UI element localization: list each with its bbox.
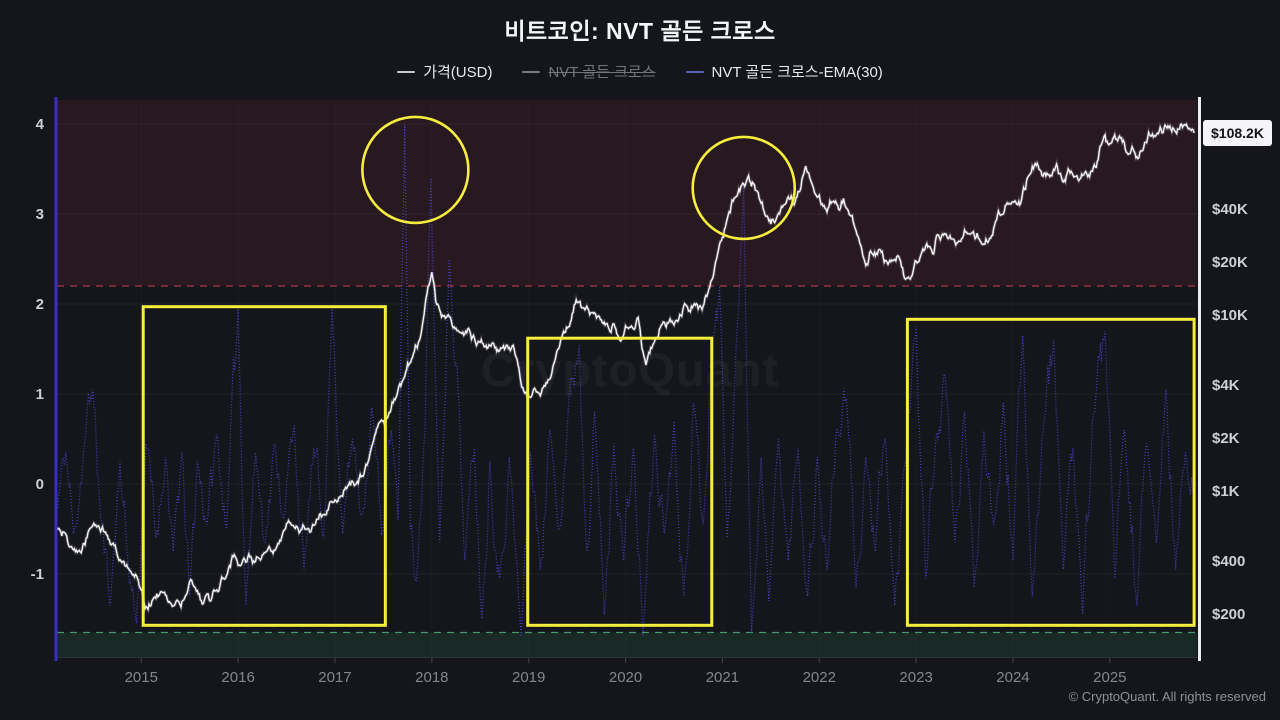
svg-text:$400: $400 — [1212, 553, 1245, 570]
svg-text:-1: -1 — [31, 566, 44, 583]
svg-text:2020: 2020 — [609, 669, 642, 686]
svg-text:2024: 2024 — [996, 669, 1029, 686]
svg-text:0: 0 — [36, 476, 44, 493]
svg-text:3: 3 — [36, 206, 44, 223]
legend-item-price[interactable]: 가격(USD) — [397, 61, 492, 82]
svg-text:$40K: $40K — [1212, 201, 1248, 218]
legend-label: NVT 골든 크로스-EMA(30) — [711, 64, 883, 81]
legend-label: 가격(USD) — [423, 64, 493, 81]
svg-text:$10K: $10K — [1212, 307, 1248, 324]
svg-text:2017: 2017 — [318, 669, 351, 686]
svg-text:2021: 2021 — [706, 669, 739, 686]
legend: 가격(USD) NVT 골든 크로스 NVT 골든 크로스-EMA(30) — [0, 61, 1280, 82]
svg-text:$1K: $1K — [1212, 483, 1240, 500]
svg-text:2023: 2023 — [899, 669, 932, 686]
legend-item-nvt-golden-cross[interactable]: NVT 골든 크로스 — [522, 61, 656, 82]
legend-item-nvt-ema[interactable]: NVT 골든 크로스-EMA(30) — [685, 61, 883, 82]
svg-text:4: 4 — [36, 116, 45, 133]
legend-dash-icon — [397, 70, 416, 73]
svg-text:$20K: $20K — [1212, 254, 1248, 271]
svg-text:2019: 2019 — [512, 669, 545, 686]
legend-dash-icon — [685, 70, 704, 73]
last-price-label: $108.2K — [1203, 119, 1272, 146]
copyright-text: © CryptoQuant. All rights reserved — [1068, 689, 1266, 704]
svg-text:2015: 2015 — [125, 669, 158, 686]
page-title: 비트코인: NVT 골든 크로스 — [504, 18, 776, 44]
svg-text:2: 2 — [36, 296, 44, 313]
svg-text:2018: 2018 — [415, 669, 448, 686]
svg-text:$4K: $4K — [1212, 377, 1240, 394]
svg-text:$200: $200 — [1212, 606, 1245, 623]
svg-text:1: 1 — [36, 386, 44, 403]
svg-text:2016: 2016 — [221, 669, 254, 686]
svg-text:$2K: $2K — [1212, 430, 1240, 447]
legend-dash-icon — [522, 70, 541, 73]
svg-text:2022: 2022 — [803, 669, 836, 686]
legend-label: NVT 골든 크로스 — [548, 64, 656, 81]
svg-text:2025: 2025 — [1093, 669, 1126, 686]
